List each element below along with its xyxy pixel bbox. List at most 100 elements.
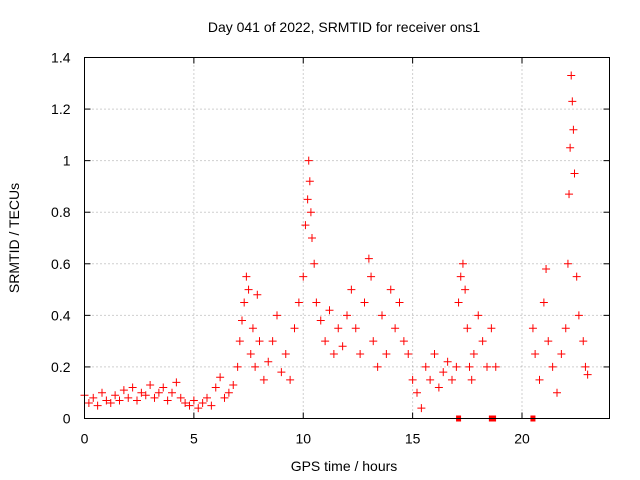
data-point	[119, 386, 128, 395]
data-point	[458, 259, 467, 268]
data-point	[294, 298, 303, 307]
data-point	[251, 362, 260, 371]
data-point	[159, 383, 168, 392]
data-point	[216, 373, 225, 382]
grid-layer	[84, 57, 610, 419]
data-point	[98, 388, 106, 397]
data-point	[238, 316, 246, 325]
data-point	[452, 362, 461, 371]
data-point	[124, 393, 133, 402]
y-tick-label: 1	[63, 153, 71, 169]
data-point	[426, 375, 435, 384]
data-point	[483, 362, 491, 371]
data-point	[417, 404, 426, 413]
data-point	[312, 298, 321, 307]
data-point	[583, 370, 592, 379]
data-point	[364, 254, 373, 263]
data-point	[299, 272, 308, 281]
data-point	[255, 337, 264, 346]
data-point	[224, 388, 233, 397]
y-tick-label: 1.2	[51, 101, 71, 117]
data-point	[277, 368, 286, 377]
data-point	[253, 290, 262, 299]
data-point	[439, 368, 448, 377]
data-point	[308, 234, 316, 242]
data-point	[561, 324, 570, 333]
data-point	[154, 388, 163, 397]
data-point	[259, 375, 268, 384]
data-point	[321, 337, 330, 346]
data-point	[434, 383, 443, 392]
data-point	[548, 362, 557, 371]
data-point	[194, 404, 203, 413]
data-point	[421, 362, 430, 371]
data-point	[150, 393, 159, 402]
data-point	[465, 362, 474, 371]
x-tick-label: 15	[405, 431, 421, 447]
data-point	[316, 316, 325, 325]
data-point	[413, 388, 421, 397]
data-point	[273, 311, 281, 320]
y-tick-label: 0.2	[51, 359, 71, 375]
data-point	[535, 375, 544, 384]
data-point	[305, 177, 314, 186]
data-point	[181, 399, 190, 408]
data-point	[329, 350, 338, 359]
data-point	[569, 125, 578, 134]
data-point	[207, 401, 216, 410]
data-point	[378, 311, 386, 320]
data-point	[220, 393, 229, 402]
data-point	[281, 350, 290, 359]
data-point	[478, 337, 487, 346]
x-tick-label: 5	[190, 431, 198, 447]
data-point	[566, 143, 575, 152]
data-point	[491, 362, 500, 371]
data-point	[334, 324, 343, 333]
data-point	[568, 97, 577, 106]
data-point	[531, 350, 540, 359]
data-point	[203, 393, 211, 402]
data-point	[404, 350, 413, 359]
data-point	[93, 401, 102, 410]
data-point	[111, 391, 120, 400]
data-point	[454, 298, 463, 307]
data-point	[235, 337, 244, 346]
data-point	[106, 399, 115, 408]
data-point	[567, 71, 576, 80]
y-tick-label: 0	[63, 411, 71, 427]
y-tick-label: 1.4	[51, 50, 71, 66]
y-tick-label: 0.8	[51, 204, 71, 220]
data-point	[373, 362, 382, 371]
data-point	[351, 324, 360, 333]
y-axis-label: SRMTID / TECUs	[6, 183, 22, 293]
data-point	[581, 362, 590, 371]
data-point	[391, 324, 400, 333]
data-point	[461, 285, 470, 294]
data-point	[310, 259, 319, 268]
data-point	[565, 190, 574, 199]
data-point	[539, 298, 548, 307]
data-point	[570, 169, 579, 178]
data-point	[248, 324, 257, 333]
x-tick-label: 10	[295, 431, 311, 447]
data-point	[84, 399, 93, 408]
data-point	[395, 298, 404, 307]
data-point	[303, 195, 312, 204]
data-point	[242, 272, 251, 281]
data-point	[268, 337, 277, 346]
data-point	[579, 337, 588, 346]
data-point	[185, 401, 194, 410]
data-point	[198, 399, 207, 408]
data-point	[102, 396, 111, 405]
data-point	[246, 350, 255, 359]
data-point	[469, 350, 478, 359]
data-point	[544, 337, 553, 346]
chart-title: Day 041 of 2022, SRMTID for receiver ons…	[208, 19, 481, 35]
data-point	[325, 306, 334, 315]
tick-layer: 0 5 10 15 20 0 0.2 0.4 0.6 0.8 1 1.2 1.4	[51, 50, 610, 447]
data-point	[141, 391, 150, 400]
data-point	[137, 388, 146, 397]
data-point	[557, 350, 566, 359]
data-point	[356, 350, 365, 359]
